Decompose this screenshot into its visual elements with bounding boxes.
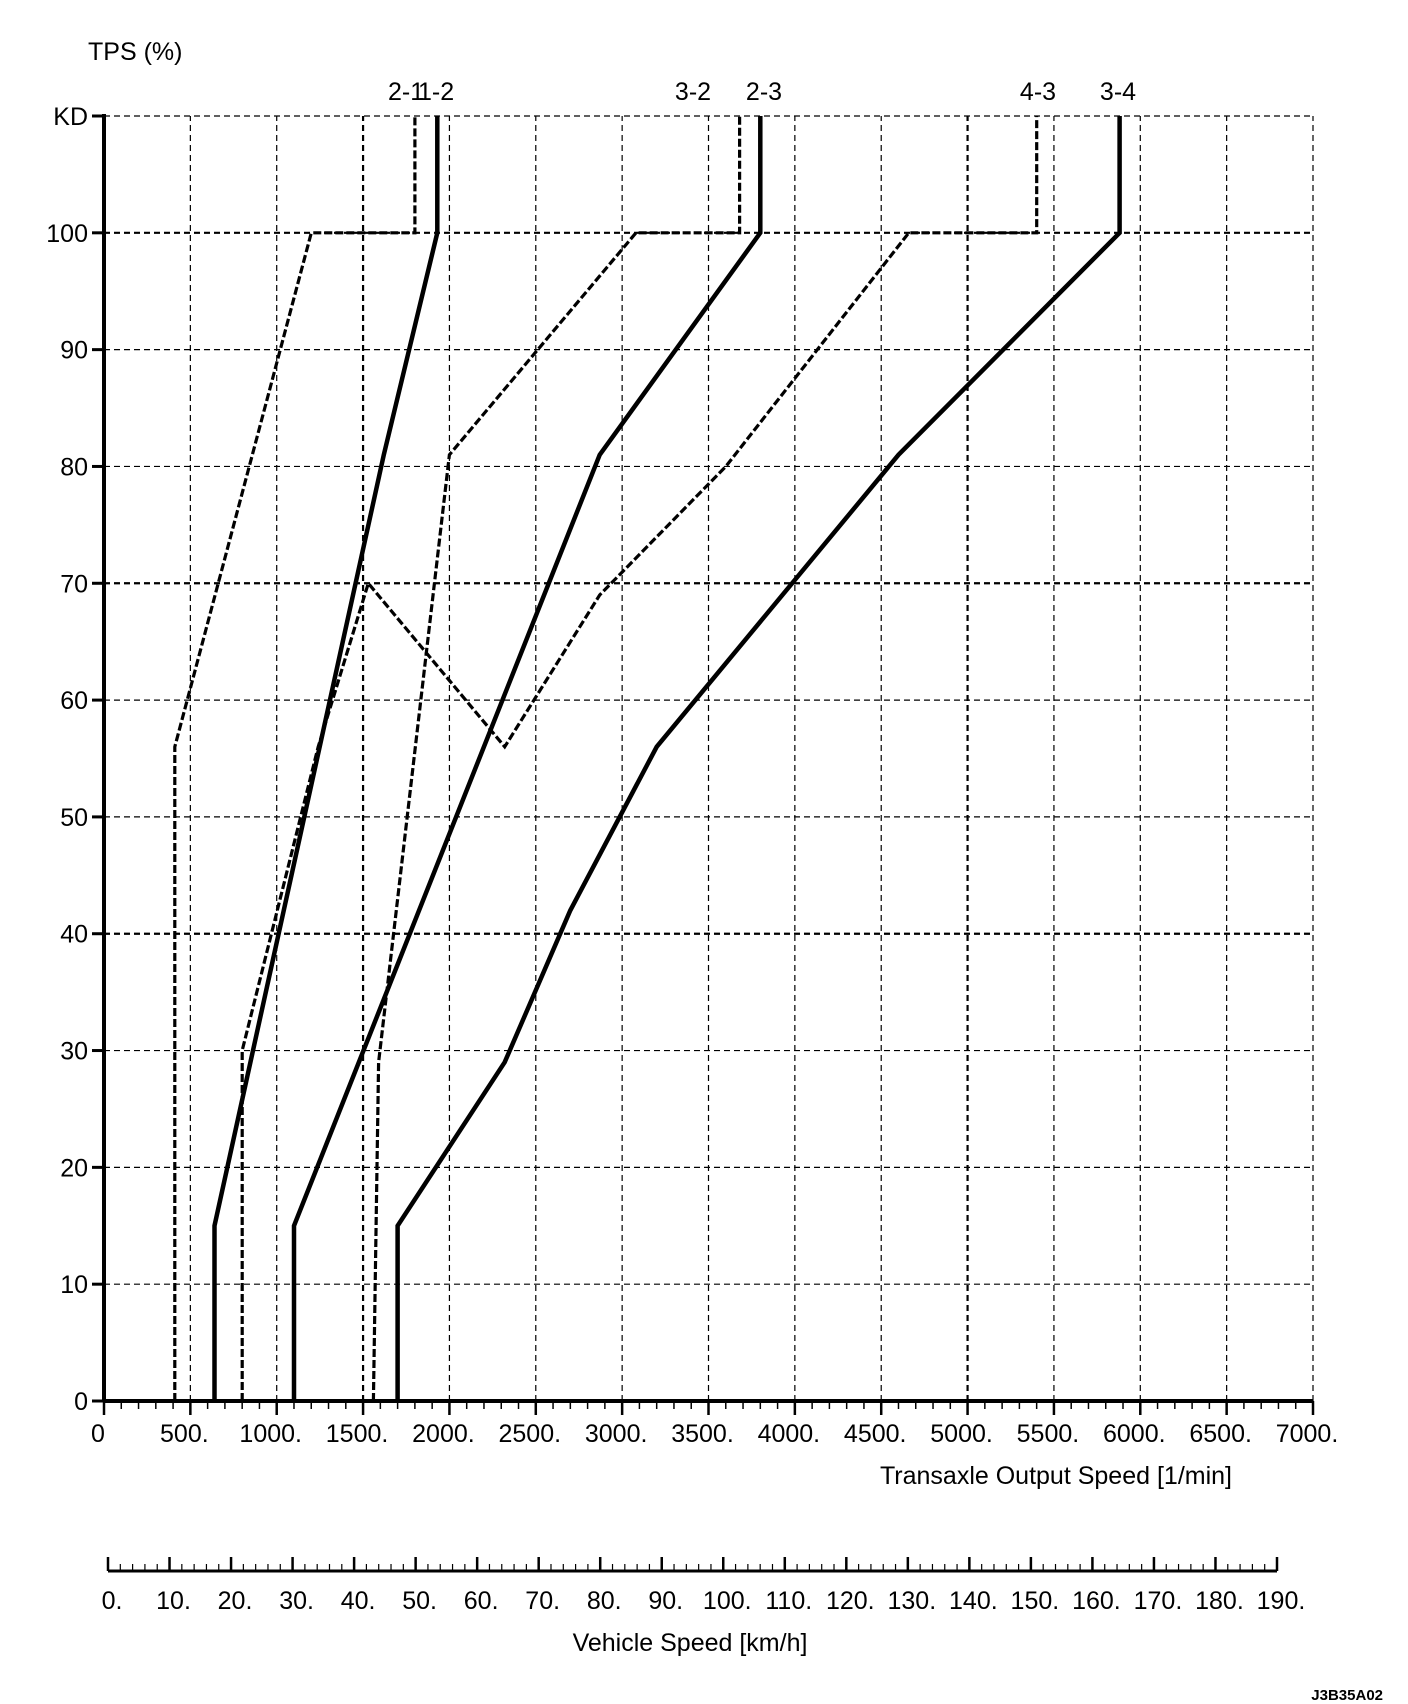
vehicle-speed-tick-label: 50. [402,1587,437,1615]
series-line-4-3 [240,116,1039,1401]
y-tick-label: 20 [60,1154,88,1182]
vehicle-speed-tick-label: 110. [765,1587,812,1615]
y-tick-label: 30 [60,1038,88,1066]
series-labels: 2-1 1-2 3-2 2-3 4-3 3-4 [388,78,1136,106]
y-tick-label: 100 [46,220,88,248]
series-label-4-3: 4-3 [1020,78,1056,106]
vehicle-speed-tick-label: 180. [1195,1587,1244,1615]
x-tick-label: 2500. [499,1420,562,1448]
series-line-3-4 [395,116,1122,1401]
x-tick-label: 6500. [1189,1420,1252,1448]
series-line-3-2 [371,116,742,1402]
series-label-2-3: 2-3 [746,78,782,106]
y-tick-label: 90 [60,337,88,365]
x-tick-label: 500. [160,1420,209,1448]
x-tick-label: 1500. [326,1420,389,1448]
axes: 0 10 20 30 40 50 60 70 80 90 100 KD 0 500. 1000. 1500. 2… [46,103,1338,1615]
x-tick-label: 3500. [671,1420,734,1448]
series-label-1-2: 1-2 [418,78,454,106]
x-tick-label: 5000. [930,1420,993,1448]
vehicle-speed-tick-label: 140. [949,1587,998,1615]
vehicle-speed-tick-label: 130. [888,1587,937,1615]
series-line-2-1 [173,116,417,1401]
x-tick-label: 6000. [1103,1420,1166,1448]
vehicle-speed-tick-label: 100. [703,1587,752,1615]
grid [104,115,1314,1401]
x-tick-label: 5500. [1017,1420,1080,1448]
vehicle-speed-tick-label: 170. [1134,1587,1183,1615]
x-tick-label: 0 [91,1420,105,1448]
x-tick-label: 3000. [585,1420,648,1448]
vehicle-speed-tick-label: 60. [464,1587,499,1615]
series-label-3-4: 3-4 [1100,78,1136,106]
vehicle-speed-tick-label: 190. [1257,1587,1306,1615]
figure-reference: J3B35A02 [1311,1687,1383,1704]
y-tick-label: 70 [60,570,88,598]
vehicle-speed-tick-label: 160. [1072,1587,1121,1615]
vehicle-speed-tick-label: 0. [102,1587,123,1615]
vehicle-speed-tick-label: 70. [525,1587,560,1615]
vehicle-speed-tick-label: 90. [648,1587,683,1615]
vehicle-speed-tick-label: 10. [156,1587,191,1615]
vehicle-speed-tick-label: 20. [218,1587,253,1615]
series-line-2-3 [291,116,763,1401]
series-lines [173,116,1122,1402]
vehicle-speed-tick-label: 40. [341,1587,376,1615]
x-tick-label: 4000. [758,1420,821,1448]
x-tick-label: 2000. [412,1420,475,1448]
y-tick-label: KD [53,103,88,131]
y-axis-label: TPS (%) [88,38,182,66]
vehicle-speed-tick-label: 150. [1011,1587,1060,1615]
vehicle-speed-tick-label: 120. [826,1587,875,1615]
x-axis-label: Transaxle Output Speed [1/min] [880,1462,1232,1490]
y-tick-label: 0 [74,1388,88,1416]
y-tick-label: 40 [60,921,88,949]
series-label-2-1: 2-1 [388,78,424,106]
vehicle-speed-tick-label: 30. [279,1587,314,1615]
x-tick-label: 1000. [239,1420,302,1448]
vehicle-speed-axis-label: Vehicle Speed [km/h] [573,1629,808,1657]
y-tick-label: 10 [60,1271,88,1299]
series-line-1-2 [212,116,440,1401]
y-tick-label: 50 [60,804,88,832]
series-label-3-2: 3-2 [675,78,711,106]
x-tick-label: 7000. [1276,1420,1339,1448]
vehicle-speed-tick-label: 80. [587,1587,622,1615]
y-tick-label: 60 [60,687,88,715]
y-tick-label: 80 [60,453,88,481]
x-tick-label: 4500. [844,1420,907,1448]
